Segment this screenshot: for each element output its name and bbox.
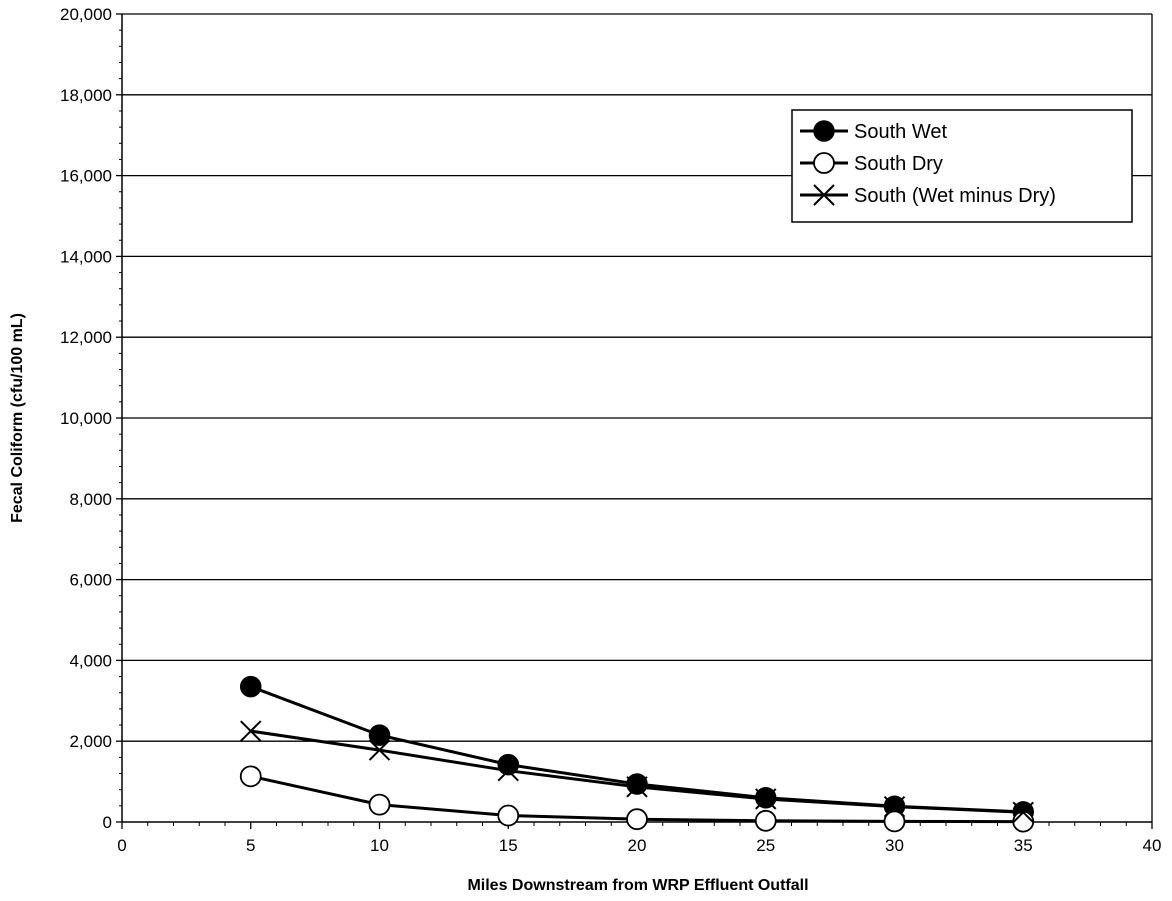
x-marker-stroke [497,759,519,782]
y-tick-label: 6,000 [69,571,112,590]
x-marker-stroke [240,720,262,742]
data-point [368,724,391,746]
series-south-wet-minus-dry [240,720,1034,824]
x-tick-label: 20 [628,836,647,855]
data-point [497,759,519,782]
x-tick-labels: 0 5 10 15 20 25 30 35 40 [117,836,1161,855]
y-axis-title: Fecal Coliform (cfu/100 mL) [9,313,26,523]
x-marker-stroke [1012,801,1034,824]
y-tick-label: 18,000 [60,86,112,105]
y-tick-labels: 0 2,000 4,000 6,000 8,000 10,000 12,000 14,000 1… [60,5,112,832]
data-point [1012,801,1034,824]
legend-marker [813,120,835,142]
legend-marker [813,184,835,206]
x-tick-label: 10 [370,836,389,855]
legend: South Wet South Dry South (Wet minus Dry) [791,109,1133,223]
x-tick-label: 40 [1143,836,1162,855]
legend-marker [813,152,835,174]
data-point [626,776,648,798]
data-point [240,675,262,698]
x-marker-stroke [368,739,391,761]
y-tick-label: 10,000 [60,409,112,428]
x-tick-label: 5 [246,836,255,855]
x-tick-label: 0 [117,836,126,855]
y-tick-label: 0 [103,813,112,832]
x-marker-stroke [755,788,777,810]
y-tick-label: 20,000 [60,5,112,24]
data-point [497,804,520,827]
x-marker-stroke [626,776,648,798]
legend-label: South Wet [854,121,947,143]
x-marker-stroke [883,795,906,818]
data-point [755,788,777,810]
x-tick-label: 25 [756,836,775,855]
legend-item-south-wet-minus-dry: South (Wet minus Dry) [800,184,1056,207]
data-point [626,773,648,795]
series-line [250,729,1024,814]
data-point [883,795,906,818]
data-point [626,808,648,831]
legend-item-south-dry: South Dry [800,152,943,175]
data-point [368,793,391,816]
x-tick-label: 15 [499,836,518,855]
y-tick-label: 14,000 [60,247,112,266]
y-tick-label: 4,000 [69,651,112,670]
y-tick-label: 8,000 [69,490,112,509]
series-lines [239,675,1035,833]
legend-box [791,109,1133,223]
legend-item-south-wet: South Wet [800,120,947,143]
legend-label: South (Wet minus Dry) [854,185,1056,207]
y-tick-label: 2,000 [69,732,112,751]
data-point [368,739,391,761]
data-point [239,765,262,788]
y-tick-label: 12,000 [60,328,112,347]
data-point [1012,810,1035,833]
data-point [883,810,906,833]
y-tick-label: 16,000 [60,167,112,186]
x-axis-title: Miles Downstream from WRP Effluent Outfa… [467,877,808,894]
gridlines [122,13,1152,742]
data-point [754,809,777,832]
legend-label: South Dry [854,153,943,175]
data-point [240,720,262,742]
x-marker-stroke [813,184,835,206]
x-tick-label: 35 [1014,836,1033,855]
x-tick-label: 30 [885,836,904,855]
